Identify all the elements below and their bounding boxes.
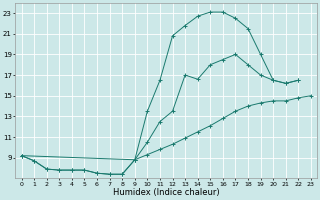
X-axis label: Humidex (Indice chaleur): Humidex (Indice chaleur) [113, 188, 220, 197]
